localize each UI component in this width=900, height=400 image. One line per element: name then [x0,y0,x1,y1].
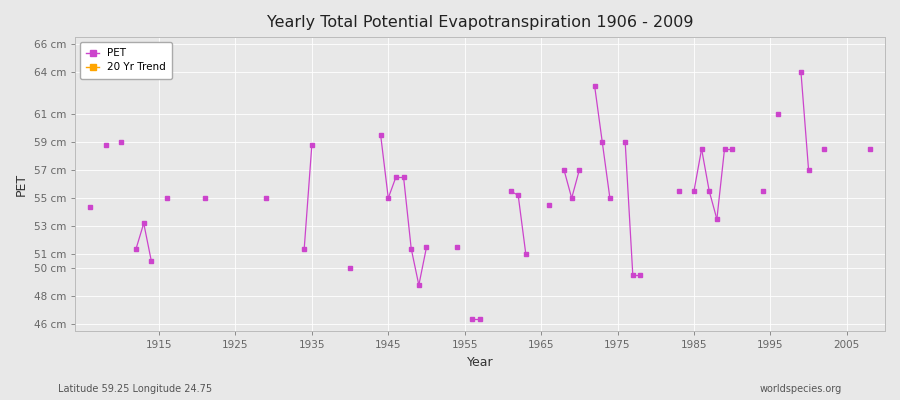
Y-axis label: PET: PET [15,172,28,196]
Legend: PET, 20 Yr Trend: PET, 20 Yr Trend [80,42,172,78]
Title: Yearly Total Potential Evapotranspiration 1906 - 2009: Yearly Total Potential Evapotranspiratio… [266,15,693,30]
Text: worldspecies.org: worldspecies.org [760,384,842,394]
X-axis label: Year: Year [467,356,493,369]
Text: Latitude 59.25 Longitude 24.75: Latitude 59.25 Longitude 24.75 [58,384,212,394]
